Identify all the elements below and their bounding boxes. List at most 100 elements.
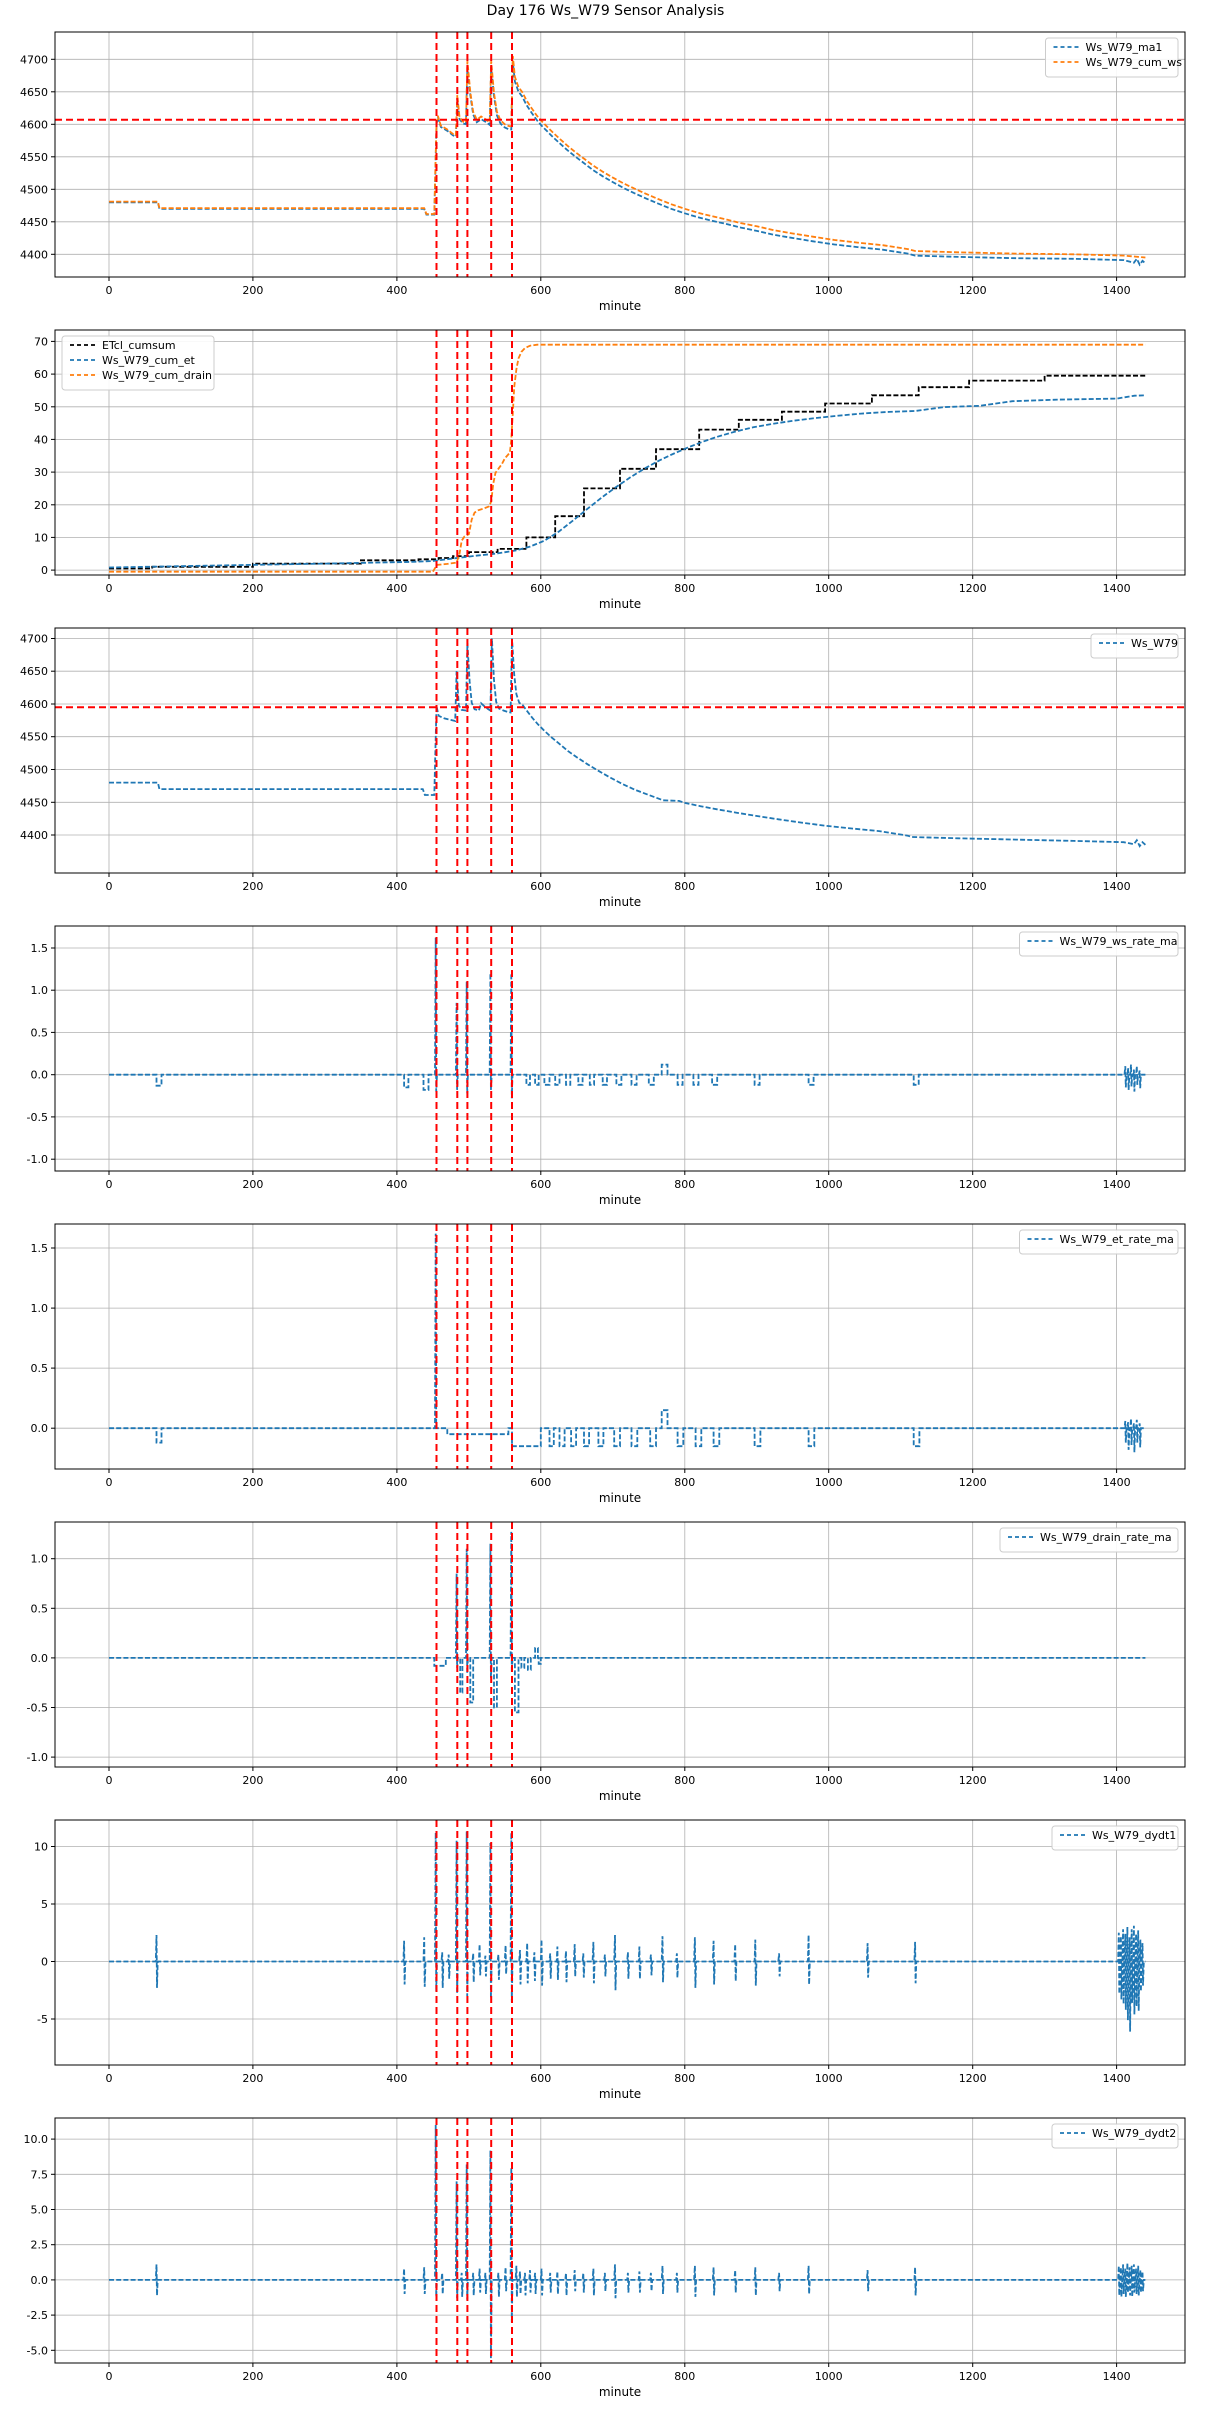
subplot-7: 0 200 400 600 800 1000 1200 1400 -5 0 5 10 minute Ws_… (0, 1810, 1211, 2108)
subplot-5: 0 200 400 600 800 1000 1200 1400 0.0 0.5 1.0 1.5 min… (0, 1214, 1211, 1512)
y-tick-label: 4700 (20, 633, 48, 646)
y-tick-label: 30 (34, 466, 48, 479)
x-tick-label: 600 (530, 284, 551, 297)
y-tick-label: 4400 (20, 829, 48, 842)
x-tick-label: 800 (674, 880, 695, 893)
x-tick-label: 1400 (1103, 1178, 1131, 1191)
legend-label: Ws_W79_ws_rate_ma (1060, 935, 1178, 948)
subplot-4-canvas: 0 200 400 600 800 1000 1200 1400 -1.0 -0.5 0.0 0.5 1… (27, 925, 1186, 1207)
x-tick-label: 1000 (815, 2072, 843, 2085)
series-line-Ws_W79_ws_rate_ma (109, 937, 1146, 1099)
y-tick-label: -1.0 (27, 1751, 48, 1764)
y-tick-label: 60 (34, 368, 48, 381)
subplot-1-canvas: 0 200 400 600 800 1000 1200 1400 4400 4450 4500 455… (20, 31, 1186, 313)
x-tick-label: 0 (106, 1178, 113, 1191)
x-tick-label: 0 (106, 284, 113, 297)
y-tick-label: 0 (41, 564, 48, 577)
x-tick-label: 0 (106, 1476, 113, 1489)
legend-label: Ws_W79 (1131, 637, 1178, 650)
y-tick-label: 10 (34, 1841, 48, 1854)
x-tick-label: 600 (530, 1178, 551, 1191)
figure-title: Day 176 Ws_W79 Sensor Analysis (486, 3, 725, 19)
y-tick-label: 10 (34, 531, 48, 544)
subplot-4: 0 200 400 600 800 1000 1200 1400 -1.0 -0.5 0.0 0.5 1… (0, 916, 1211, 1214)
y-tick-label: 4450 (20, 216, 48, 229)
legend-label: Ws_W79_cum_ws (1086, 56, 1183, 69)
x-axis-label: minute (599, 1193, 641, 1207)
x-tick-label: 400 (386, 880, 407, 893)
y-tick-label: 70 (34, 335, 48, 348)
x-tick-label: 1200 (959, 1774, 987, 1787)
y-tick-label: 1.5 (31, 942, 49, 955)
y-tick-label: 40 (34, 433, 48, 446)
x-tick-label: 800 (674, 2370, 695, 2383)
y-tick-label: 4650 (20, 665, 48, 678)
y-tick-label: 0.5 (31, 1026, 49, 1039)
x-tick-label: 800 (674, 1178, 695, 1191)
series-line-Ws_W79_cum_et (108, 394, 1146, 569)
x-tick-label: 1200 (959, 582, 987, 595)
subplot-8-canvas: 0 200 400 600 800 1000 1200 1400 -5.0 -2.5 0.0 2.5 5… (24, 2117, 1186, 2399)
legend-box (1090, 633, 1179, 659)
y-tick-label: 4500 (20, 764, 48, 777)
y-tick-label: -2.5 (27, 2309, 48, 2322)
legend-box (1045, 37, 1179, 78)
x-tick-label: 200 (242, 2072, 263, 2085)
x-tick-label: 600 (530, 2370, 551, 2383)
x-tick-label: 1000 (815, 1774, 843, 1787)
x-tick-label: 1400 (1103, 1774, 1131, 1787)
legend-label: Ws_W79_et_rate_ma (1060, 1233, 1174, 1246)
y-tick-label: -5.0 (27, 2344, 48, 2357)
x-axis-label: minute (599, 2385, 641, 2399)
x-tick-label: 1400 (1103, 2072, 1131, 2085)
legend-label: Ws_W79_cum_et (102, 354, 195, 367)
y-tick-label: 4600 (20, 698, 48, 711)
x-axis-label: minute (599, 597, 641, 611)
x-tick-label: 200 (242, 1476, 263, 1489)
x-tick-label: 800 (674, 1774, 695, 1787)
x-tick-label: 0 (106, 1774, 113, 1787)
y-tick-label: 1.0 (31, 1553, 49, 1566)
x-tick-label: 1200 (959, 284, 987, 297)
legend-label: ETcl_cumsum (102, 339, 176, 352)
x-tick-label: 800 (674, 582, 695, 595)
legend-label: Ws_W79_dydt2 (1092, 2127, 1176, 2140)
x-tick-label: 1200 (959, 2072, 987, 2085)
x-tick-label: 1000 (815, 2370, 843, 2383)
x-tick-label: 1000 (815, 880, 843, 893)
x-tick-label: 1200 (959, 1476, 987, 1489)
x-tick-label: 400 (386, 284, 407, 297)
y-tick-label: 4700 (20, 53, 48, 66)
legend-box (1051, 2123, 1179, 2149)
x-axis-label: minute (599, 2087, 641, 2101)
y-tick-label: 1.5 (31, 1242, 49, 1255)
y-tick-label: 20 (34, 499, 48, 512)
y-tick-label: 4500 (20, 183, 48, 196)
y-tick-label: 0.0 (31, 1422, 49, 1435)
x-tick-label: 1200 (959, 880, 987, 893)
x-tick-label: 600 (530, 1774, 551, 1787)
legend-box (999, 1527, 1179, 1553)
x-tick-label: 1000 (815, 1178, 843, 1191)
x-tick-label: 200 (242, 2370, 263, 2383)
legend-label: Ws_W79_drain_rate_ma (1040, 1531, 1172, 1544)
x-tick-label: 1400 (1103, 880, 1131, 893)
x-tick-label: 200 (242, 582, 263, 595)
subplot-3: 0 200 400 600 800 1000 1200 1400 4400 4450 4500 455… (0, 618, 1211, 916)
axes-frame (54, 1521, 1186, 1768)
series-line-Ws_W79_et_rate_ma (109, 1233, 1146, 1453)
subplot-6: 0 200 400 600 800 1000 1200 1400 -1.0 -0.5 0.0 0.5 1… (0, 1512, 1211, 1810)
subplot-7-canvas: 0 200 400 600 800 1000 1200 1400 -5 0 5 10 minute Ws_… (34, 1819, 1186, 2101)
x-tick-label: 400 (386, 2072, 407, 2085)
x-tick-label: 800 (674, 284, 695, 297)
subplot-2: 0 200 400 600 800 1000 1200 1400 0 10 20 30 40 50 60 70… (0, 320, 1211, 618)
x-tick-label: 0 (106, 880, 113, 893)
x-tick-label: 0 (106, 2370, 113, 2383)
x-tick-label: 0 (106, 582, 113, 595)
series-line-Ws_W79_ma1 (109, 61, 1147, 267)
x-tick-label: 400 (386, 1178, 407, 1191)
legend-label: Ws_W79_cum_drain (102, 369, 212, 382)
x-tick-label: 1000 (815, 1476, 843, 1489)
y-tick-label: 10.0 (24, 2133, 49, 2146)
